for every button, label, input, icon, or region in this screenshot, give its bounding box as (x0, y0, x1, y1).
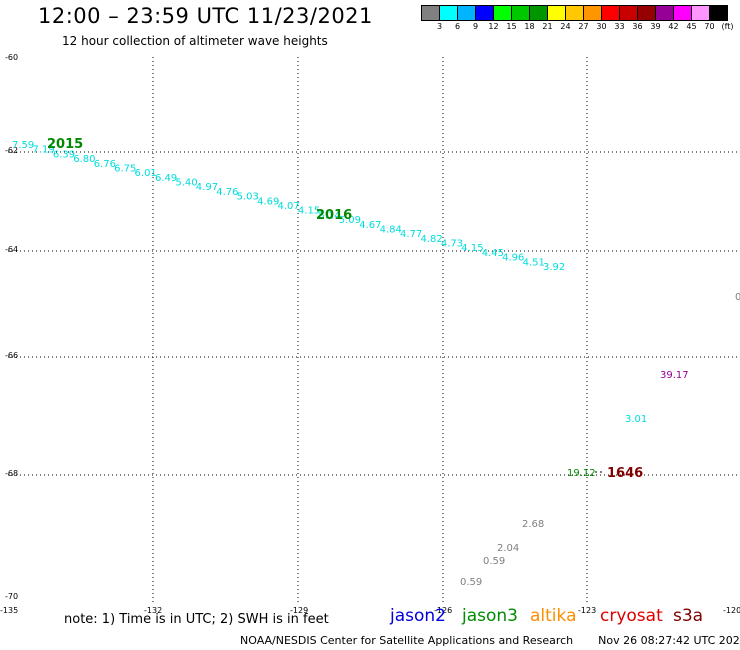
satellite-legend-item: jason3 (462, 606, 518, 626)
lon-label: -120 (723, 606, 740, 615)
footer: NOAA/NESDIS Center for Satellite Applica… (240, 634, 740, 647)
swh-value: 19.12 (567, 468, 596, 479)
track-time-label: 2015 (47, 137, 83, 152)
color-scale-label: 24 (560, 22, 571, 31)
color-scale-label: 27 (578, 22, 589, 31)
swh-value: 4.51 (523, 257, 545, 268)
swh-value: 5.40 (175, 178, 197, 189)
lon-label: -126 (434, 606, 452, 615)
track-time-label: 2016 (316, 208, 352, 223)
footer-timestamp: Nov 26 08:27:42 UTC 2021 (598, 634, 740, 647)
swh-value: 4.15 (298, 206, 320, 217)
swh-value: 4.67 (359, 220, 381, 231)
satellite-legend-item: altika (530, 606, 577, 626)
swh-value: 0.59 (483, 556, 505, 567)
lon-label: -135 (0, 606, 18, 615)
color-scale-label: 45 (686, 22, 697, 31)
jason3-track-2015: 7.597.196.396.806.766.756.016.495.404.97… (12, 140, 565, 273)
lon-label: -129 (290, 606, 308, 615)
swh-value: 2.68 (522, 519, 544, 530)
swh-value: 6.76 (94, 159, 116, 170)
map-title: 12:00 – 23:59 UTC 11/23/2021 (38, 4, 373, 28)
lat-label: -60 (5, 53, 18, 62)
swh-value: 5.03 (237, 192, 259, 203)
color-scale-label: 42 (668, 22, 679, 31)
color-scale-label: 18 (524, 22, 535, 31)
swh-value: 3.92 (543, 262, 565, 273)
lat-label: -64 (5, 245, 18, 254)
satellite-legend-item: s3a (673, 606, 704, 626)
swh-value: 4.76 (216, 187, 238, 198)
units-note: note: 1) Time is in UTC; 2) SWH is in fe… (64, 612, 329, 627)
track-dot (600, 471, 602, 473)
color-scale-label: 33 (614, 22, 625, 31)
color-scale-swatch (709, 5, 728, 21)
lat-label: -70 (5, 592, 18, 601)
lat-label: -68 (5, 469, 18, 478)
swh-value: 0.59 (460, 577, 482, 588)
swh-value: 6.80 (73, 154, 95, 165)
lat-label: -66 (5, 351, 18, 360)
footer-center: NOAA/NESDIS Center for Satellite Applica… (240, 634, 574, 647)
swh-value: 4.69 (257, 196, 279, 207)
swh-value: 3.01 (625, 414, 647, 425)
color-scale-label: (ft) (721, 22, 734, 31)
map-grid (8, 57, 740, 603)
swh-value: 6.39 (53, 149, 75, 160)
track-dot (595, 471, 597, 473)
swh-value: 39.17 (660, 370, 689, 381)
color-scale-label: 12 (488, 22, 499, 31)
swh-value: 7.19 (32, 145, 54, 156)
lon-label: -132 (144, 606, 162, 615)
color-scale-label: 36 (632, 22, 643, 31)
swh-value: 4.77 (400, 229, 422, 240)
swh-value: 6.49 (155, 173, 177, 184)
color-scale-label: 70 (704, 22, 715, 31)
swh-value: 4.84 (380, 224, 402, 235)
swh-value: 4.45 (482, 248, 504, 259)
color-scale-label: 30 (596, 22, 607, 31)
swh-value: 0 (735, 292, 740, 303)
lon-label: -123 (578, 606, 596, 615)
swh-value: 4.15 (461, 243, 483, 254)
swh-value: 5.14 (318, 210, 340, 221)
color-scale-label: 3 (436, 22, 443, 31)
swh-value: 4.07 (278, 201, 300, 212)
swh-value: 4.82 (420, 234, 442, 245)
color-scale-label: 39 (650, 22, 661, 31)
swh-value: 4.73 (441, 239, 463, 250)
satellite-legend-item: jason2 (390, 606, 446, 626)
swh-value: 6.75 (114, 163, 136, 174)
lat-label: -62 (5, 146, 18, 155)
swh-value: 2.04 (497, 543, 519, 554)
map-subtitle: 12 hour collection of altimeter wave hei… (62, 34, 328, 48)
color-scale-label: 6 (454, 22, 461, 31)
swh-value: 7.59 (12, 140, 34, 151)
swh-value: 5.09 (339, 215, 361, 226)
color-scale-label: 9 (472, 22, 479, 31)
color-scale-labels: 3 6 9 12 15 18 21 24 27 30 33 36 39 42 45 70 (ft) (421, 22, 740, 34)
color-scale-legend (421, 5, 728, 21)
color-scale-label: 21 (542, 22, 553, 31)
satellite-legend-item: cryosat (600, 606, 663, 626)
swh-value: 4.97 (196, 182, 218, 193)
swh-value: 6.01 (135, 168, 157, 179)
swh-value: 4.96 (502, 253, 524, 264)
track-time-label: 1646 (607, 466, 643, 481)
color-scale-label: 15 (506, 22, 517, 31)
